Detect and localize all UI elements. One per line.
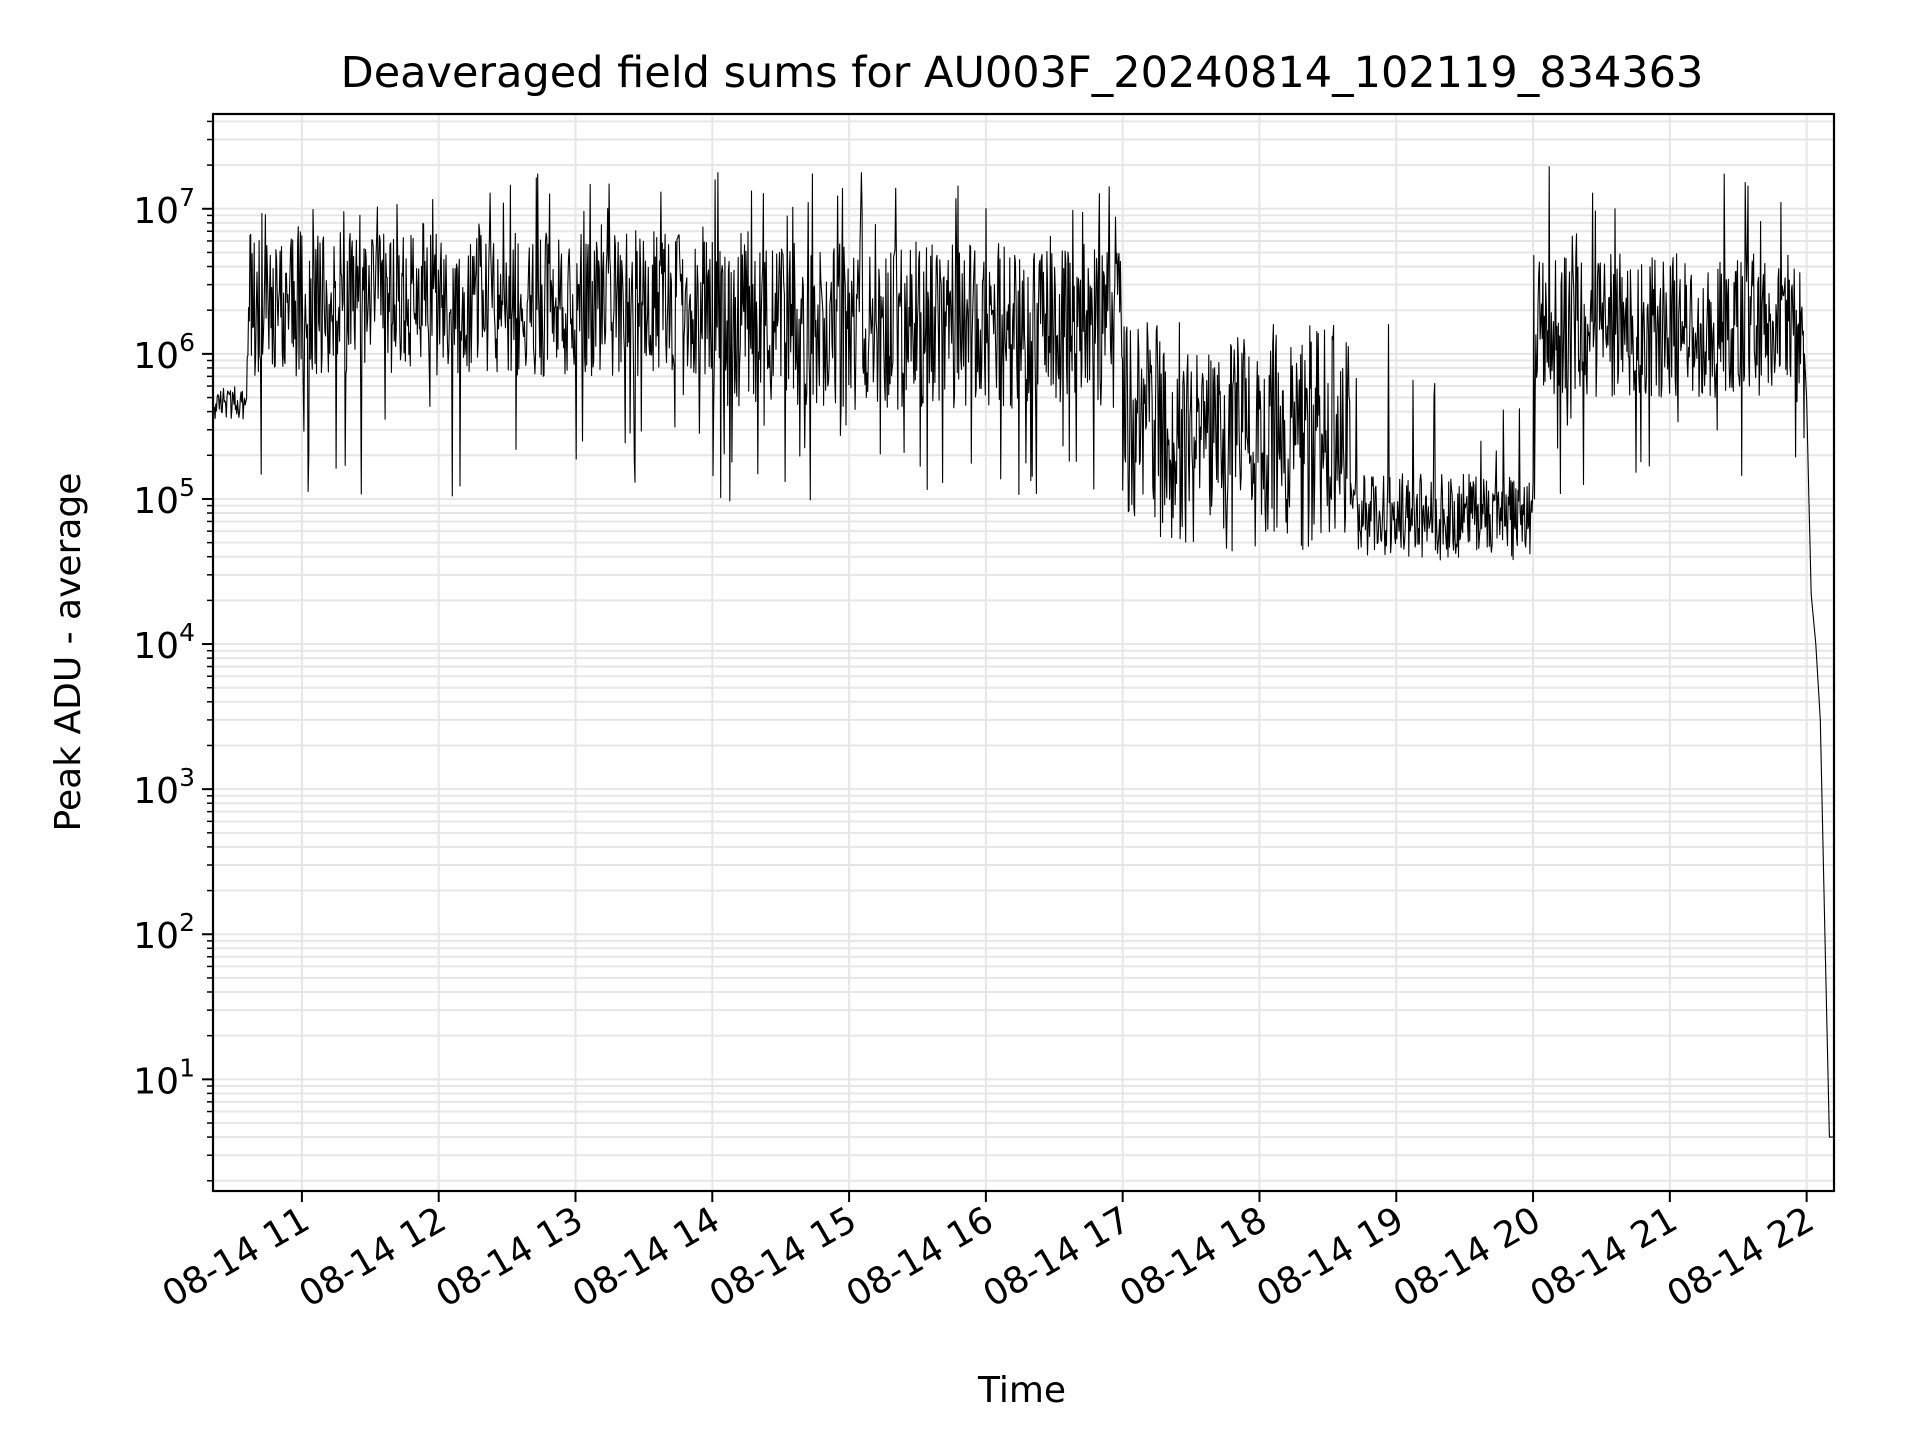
grid: [213, 114, 1834, 1191]
plot-frame: [211, 112, 1836, 1193]
y-axis: 101 102 103 104 105 106 107: [133, 120, 213, 1182]
y-tick-label: 103: [133, 763, 195, 812]
y-tick-label: 102: [133, 908, 195, 957]
x-axis-label: Time: [977, 1370, 1066, 1411]
series-line: [212, 166, 1834, 1138]
y-tick-label: 107: [133, 183, 195, 232]
y-axis-label: Peak ADU - average: [48, 473, 89, 832]
data-line: [212, 166, 1834, 1138]
y-tick-label: 106: [133, 328, 195, 377]
chart-title: Deaveraged field sums for AU003F_2024081…: [341, 48, 1704, 98]
y-tick-label: 105: [133, 473, 195, 522]
y-tick-label: 101: [133, 1053, 195, 1102]
y-tick-label: 104: [133, 618, 195, 667]
